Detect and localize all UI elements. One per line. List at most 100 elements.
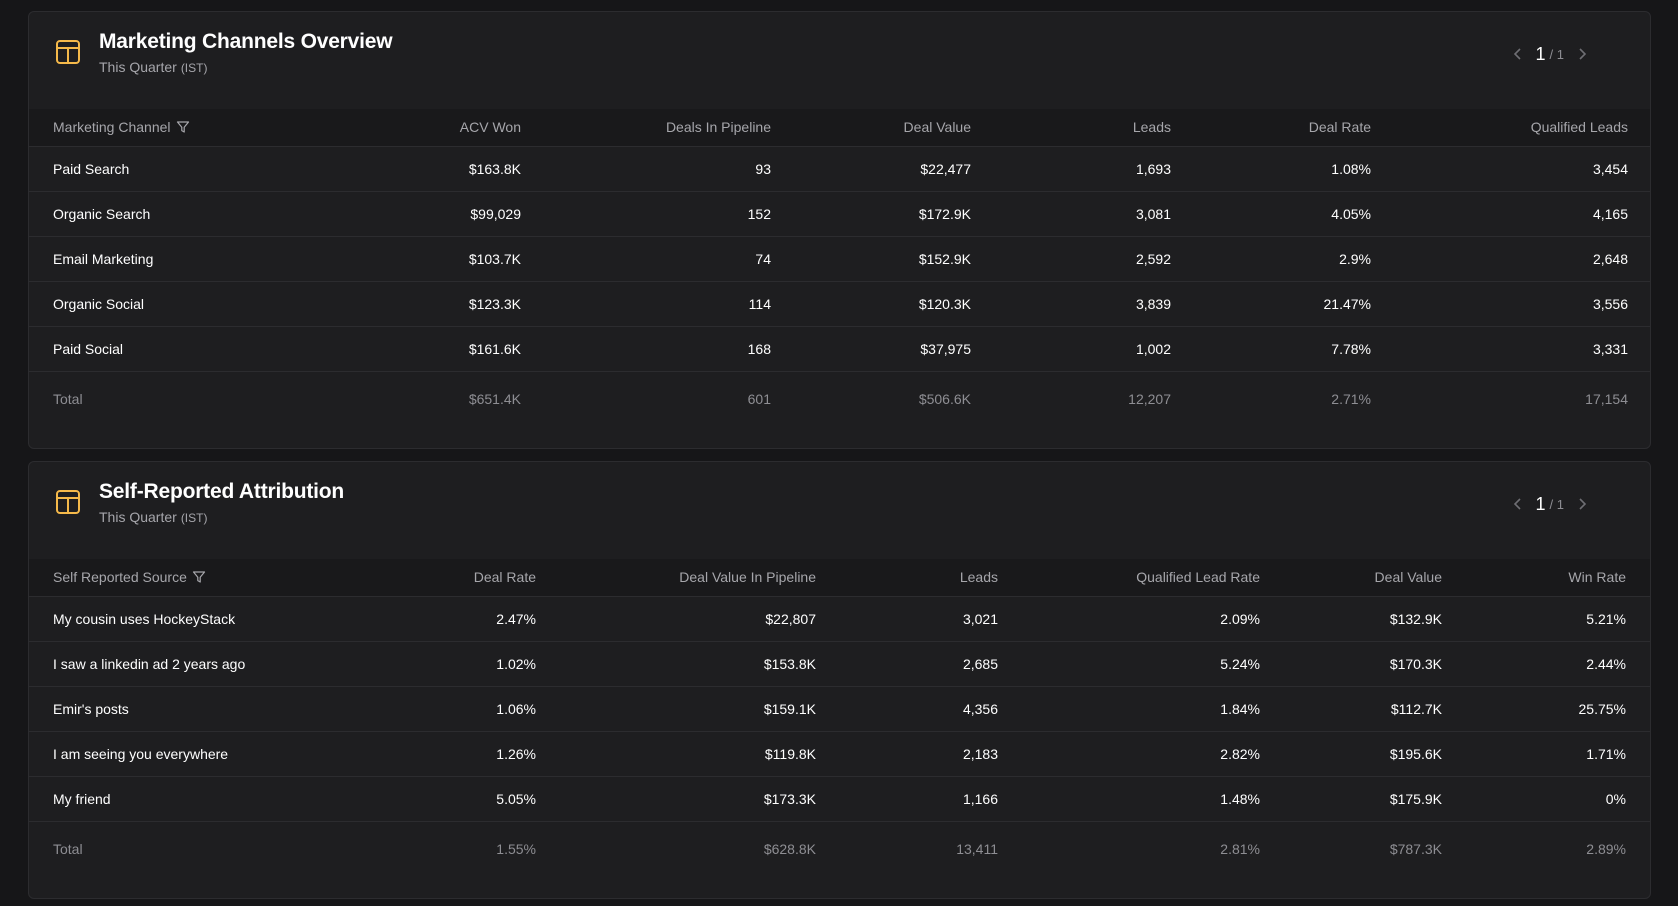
column-header[interactable]: Deal Value In Pipeline: [560, 559, 840, 597]
table-cell: 2,592: [1135, 250, 1171, 267]
column-header-marketing-channel[interactable]: Marketing Channel: [29, 109, 405, 147]
total-cell: 17,154: [1585, 390, 1628, 407]
panel-subtitle: This Quarter (IST): [99, 509, 207, 525]
table-row: Organic Search $99,029 152 $172.9K 3,081…: [29, 191, 1650, 236]
panel-title: Self-Reported Attribution: [99, 480, 345, 503]
table-cell: 114: [748, 295, 771, 312]
total-cell: Total: [53, 840, 83, 857]
table-cell: $173.3K: [763, 790, 816, 807]
table-cell: 5.21%: [1586, 610, 1626, 627]
column-header[interactable]: Leads: [840, 559, 1022, 597]
panel-title: Marketing Channels Overview: [99, 30, 393, 53]
table-cell: Email Marketing: [53, 250, 154, 267]
table-cell: 3,556: [1592, 295, 1628, 312]
pagination: 1 / 1: [1510, 42, 1590, 66]
table-cell: 0%: [1605, 790, 1626, 807]
column-header[interactable]: Deals In Pipeline: [545, 109, 795, 147]
table-cell: 3,081: [1135, 205, 1171, 222]
table-cell: 3,839: [1135, 295, 1171, 312]
total-cell: 12,207: [1128, 390, 1171, 407]
date-range-label: This Quarter: [99, 59, 177, 75]
table-cell: 74: [755, 250, 771, 267]
table-cell: Organic Social: [53, 295, 145, 312]
table-cell: My cousin uses HockeyStack: [53, 610, 236, 627]
table-icon: [56, 490, 80, 514]
column-header[interactable]: Deal Rate: [1195, 109, 1395, 147]
panel-subtitle: This Quarter (IST): [99, 59, 207, 75]
table-cell: 2,183: [962, 745, 998, 762]
column-header[interactable]: Deal Value: [1284, 559, 1466, 597]
chevron-left-icon[interactable]: [1510, 496, 1526, 512]
table-cell: $170.3K: [1389, 655, 1442, 672]
table-cell: $152.9K: [918, 250, 971, 267]
table-cell: 25.75%: [1578, 700, 1626, 717]
filter-icon[interactable]: [192, 570, 206, 584]
timezone-label: (IST): [180, 511, 208, 525]
table-cell: 3,331: [1592, 340, 1628, 357]
total-cell: 1.55%: [496, 840, 536, 857]
total-cell: 2.81%: [1220, 840, 1260, 857]
panel-header: Marketing Channels Overview This Quarter…: [29, 12, 1650, 109]
current-page: 1: [1535, 493, 1546, 514]
table-cell: Paid Social: [53, 340, 124, 357]
table-cell: 7.78%: [1331, 340, 1371, 357]
table-header-row: Self Reported Source Deal Rate Deal Valu…: [29, 559, 1650, 597]
table-row: Paid Search $163.8K 93 $22,477 1,693 1.0…: [29, 146, 1650, 191]
table-cell: $153.8K: [763, 655, 816, 672]
table-cell: I am seeing you everywhere: [53, 745, 229, 762]
chevron-right-icon[interactable]: [1574, 496, 1590, 512]
table-row: Organic Social $123.3K 114 $120.3K 3,839…: [29, 281, 1650, 326]
table-icon: [56, 40, 80, 64]
column-header[interactable]: Qualified Leads: [1395, 109, 1650, 147]
table-cell: Organic Search: [53, 205, 151, 222]
column-header[interactable]: Qualified Lead Rate: [1022, 559, 1284, 597]
filter-icon[interactable]: [176, 120, 190, 134]
table-cell: $103.7K: [468, 250, 521, 267]
self-reported-attribution-table: Self Reported Source Deal Rate Deal Valu…: [29, 559, 1650, 876]
column-header[interactable]: Leads: [995, 109, 1195, 147]
marketing-channels-table: Marketing Channel ACV Won Deals In Pipel…: [29, 109, 1650, 426]
table-cell: 1.48%: [1220, 790, 1260, 807]
table-cell: $112.7K: [1390, 700, 1442, 717]
table-cell: 4,165: [1592, 205, 1628, 222]
table-cell: 2.82%: [1220, 745, 1260, 762]
table-cell: 1.26%: [496, 745, 536, 762]
chevron-right-icon[interactable]: [1574, 46, 1590, 62]
table-cell: 3,021: [962, 610, 998, 627]
table-cell: $37,975: [920, 340, 971, 357]
column-header-self-reported-source[interactable]: Self Reported Source: [29, 559, 405, 597]
table-cell: 5.05%: [496, 790, 536, 807]
table-cell: $120.3K: [918, 295, 971, 312]
total-cell: $651.4K: [468, 390, 521, 407]
table-cell: 21.47%: [1323, 295, 1371, 312]
table-cell: $119.8K: [764, 745, 816, 762]
table-cell: 2.44%: [1586, 655, 1626, 672]
table-cell: $99,029: [470, 205, 521, 222]
table-cell: 1.84%: [1220, 700, 1260, 717]
total-pages: / 1: [1549, 46, 1564, 62]
chevron-left-icon[interactable]: [1510, 46, 1526, 62]
table-cell: 93: [755, 160, 771, 177]
column-header[interactable]: ACV Won: [405, 109, 545, 147]
total-row: Total 1.55% $628.8K 13,411 2.81% $787.3K…: [29, 821, 1650, 876]
panel-header: Self-Reported Attribution This Quarter (I…: [29, 462, 1650, 559]
total-cell: 2.89%: [1586, 840, 1626, 857]
table-cell: Emir's posts: [53, 700, 129, 717]
table-cell: $159.1K: [763, 700, 816, 717]
column-header[interactable]: Deal Rate: [405, 559, 560, 597]
table-cell: 2.47%: [496, 610, 536, 627]
self-reported-attribution-panel: Self-Reported Attribution This Quarter (I…: [28, 461, 1651, 899]
table-cell: 1,166: [962, 790, 998, 807]
table-cell: Paid Search: [53, 160, 130, 177]
table-cell: 1.02%: [496, 655, 536, 672]
table-cell: 1,002: [1135, 340, 1171, 357]
table-cell: 152: [747, 205, 771, 222]
table-row: Emir's posts 1.06% $159.1K 4,356 1.84% $…: [29, 686, 1650, 731]
total-cell: $787.3K: [1389, 840, 1442, 857]
current-page: 1: [1535, 43, 1546, 64]
table-cell: 1,693: [1135, 160, 1171, 177]
table-cell: 1.71%: [1586, 745, 1626, 762]
column-header[interactable]: Deal Value: [795, 109, 995, 147]
column-header[interactable]: Win Rate: [1466, 559, 1650, 597]
table-cell: $175.9K: [1389, 790, 1442, 807]
